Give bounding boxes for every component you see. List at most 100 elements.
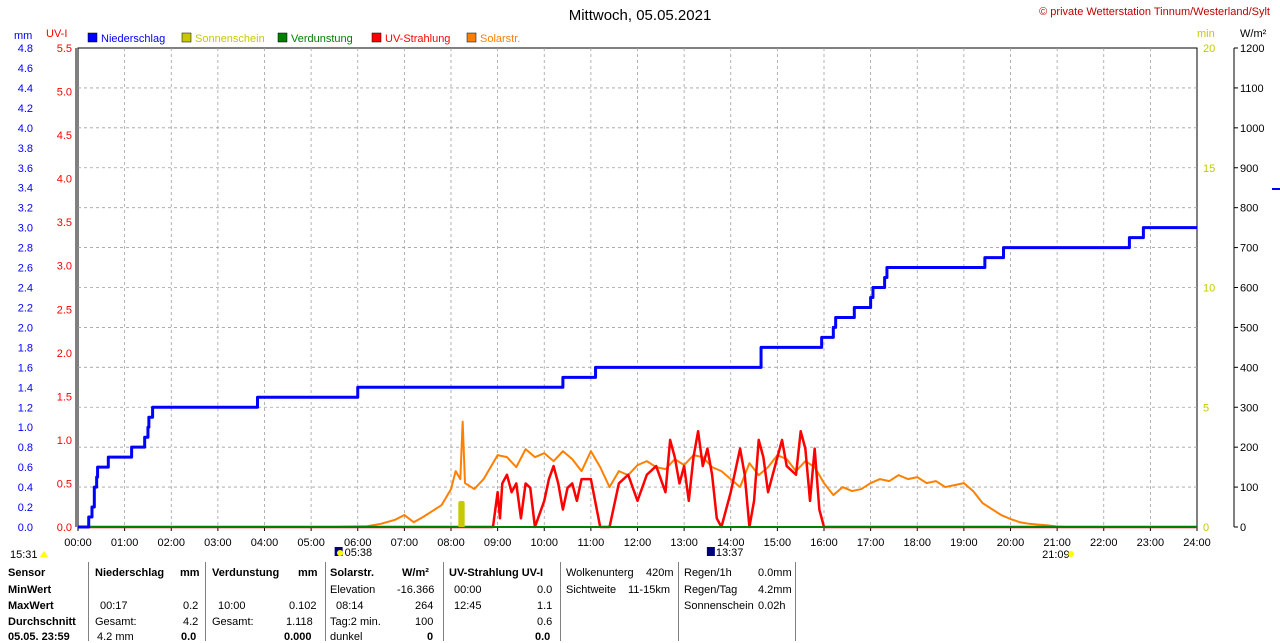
niederschlag-header: Niederschlag <box>95 567 165 579</box>
axis-unit-uv: UV-I <box>46 28 67 40</box>
statistics-panel: Sensor MinWert MaxWert Durchschnitt 05.0… <box>0 562 1280 643</box>
legend-label: UV-Strahlung <box>385 33 450 45</box>
mm-tick-label: 4.2 <box>18 103 33 115</box>
wm2-tick-label: 1100 <box>1240 83 1264 95</box>
solar-max-value: 264 <box>415 600 434 612</box>
uv-tick-label: 5.0 <box>57 87 72 99</box>
divider <box>678 562 679 641</box>
solar-max-time: 08:14 <box>336 600 364 612</box>
uv-tick-label: 1.0 <box>57 435 72 447</box>
divider <box>560 562 561 641</box>
copyright-text: © private Wetterstation Tinnum/Westerlan… <box>1039 6 1270 18</box>
visibility-value: 11-15km <box>628 584 670 596</box>
solar-day-label: Tag:2 min. <box>330 616 381 628</box>
rain-day-value: 4.2mm <box>758 584 792 596</box>
chart-grid <box>77 47 1198 528</box>
x-tick-label: 06:00 <box>344 537 372 549</box>
x-tick-label: 04:00 <box>251 537 279 549</box>
verdunstung-total-label: Gesamt: <box>212 616 254 628</box>
rain-day-label: Regen/Tag <box>684 584 738 596</box>
mm-tick-label: 1.2 <box>18 402 33 414</box>
sun-icon <box>337 550 343 556</box>
start-time-label: 15:31 <box>10 549 38 561</box>
mm-tick-label: 0.8 <box>18 442 33 454</box>
x-tick-label: 19:00 <box>950 537 978 549</box>
x-tick-label: 14:00 <box>717 537 745 549</box>
solar-unit: W/m² <box>402 567 429 579</box>
min-tick-label: 15 <box>1203 163 1215 175</box>
uv-tick-label: 4.0 <box>57 174 72 186</box>
sunshine-value: 0.02h <box>758 600 786 612</box>
series-uvstrahlung-line <box>78 429 1197 529</box>
uv-tick-label: 3.5 <box>57 217 72 229</box>
x-tick-label: 10:00 <box>530 537 558 549</box>
legend-swatch <box>466 32 477 43</box>
divider <box>88 562 89 641</box>
uv-tick-label: 1.5 <box>57 391 72 403</box>
min-tick-label: 5 <box>1203 402 1209 414</box>
row-label-max: MaxWert <box>8 600 54 612</box>
divider <box>205 562 206 641</box>
axis-unit-mm: mm <box>14 30 32 42</box>
row-label-sensor: Sensor <box>8 567 46 579</box>
row-label-min: MinWert <box>8 584 52 596</box>
uv-sum-value: 0.0 <box>535 631 551 643</box>
mm-tick-label: 3.6 <box>18 163 33 175</box>
x-tick-label: 24:00 <box>1183 537 1211 549</box>
mm-tick-label: 3.0 <box>18 223 33 235</box>
verdunstung-header: Verdunstung <box>212 567 280 579</box>
wm2-tick-label: 200 <box>1240 442 1258 454</box>
solar-header: Solarstr. <box>330 567 375 579</box>
wm2-tick-label: 1000 <box>1240 123 1264 135</box>
rain-hour-value: 0.0mm <box>758 567 792 579</box>
x-tick-label: 08:00 <box>437 537 465 549</box>
niederschlag-unit: mm <box>180 567 200 579</box>
mm-tick-label: 1.8 <box>18 342 33 354</box>
legend-swatch <box>277 32 288 43</box>
wm2-tick-label: 300 <box>1240 402 1258 414</box>
uv-tick-label: 2.5 <box>57 304 72 316</box>
x-tick-label: 07:00 <box>391 537 419 549</box>
mm-tick-label: 2.4 <box>18 283 33 295</box>
uv-tick-label: 5.5 <box>57 43 72 55</box>
mm-tick-label: 3.4 <box>18 183 33 195</box>
divider <box>443 562 444 641</box>
legend-swatch <box>181 32 192 43</box>
divider <box>325 562 326 641</box>
x-tick-label: 20:00 <box>997 537 1025 549</box>
cloud-base-label: Wolkenunterg <box>566 567 634 579</box>
solar-dark-label: dunkel <box>330 631 363 643</box>
x-tick-label: 22:00 <box>1090 537 1118 549</box>
series-sonnenschein-line <box>458 501 465 527</box>
mm-tick-label: 3.2 <box>18 203 33 215</box>
mm-tick-label: 0.0 <box>18 522 33 534</box>
x-tick-label: 00:00 <box>64 537 92 549</box>
x-tick-label: 12:00 <box>624 537 652 549</box>
mm-tick-label: 1.4 <box>18 382 33 394</box>
mm-tick-label: 1.0 <box>18 422 33 434</box>
legend-label: Verdunstung <box>291 33 353 45</box>
divider <box>795 562 796 641</box>
uv-header: UV-Strahlung UV-I <box>449 567 544 579</box>
sun-icon <box>40 551 48 557</box>
uv-avg-value: 0.6 <box>537 616 553 628</box>
mm-tick-label: 4.8 <box>18 43 33 55</box>
verdunstung-max-time: 10:00 <box>218 600 246 612</box>
x-tick-label: 15:00 <box>764 537 792 549</box>
min-tick-label: 10 <box>1203 283 1215 295</box>
verdunstung-sum-value: 0.000 <box>284 631 312 643</box>
solar-day-value: 100 <box>415 616 434 628</box>
series-solarstr-line <box>78 420 1197 528</box>
noon-icon <box>706 547 715 556</box>
mm-tick-label: 4.4 <box>18 83 33 95</box>
wm2-tick-label: 600 <box>1240 283 1258 295</box>
legend-swatch <box>87 32 98 43</box>
niederschlag-total-value: 4.2 <box>183 616 199 628</box>
wm2-tick-label: 900 <box>1240 163 1258 175</box>
weather-chart: Mittwoch, 05.05.2021 © private Wettersta… <box>10 6 1280 561</box>
x-tick-label: 02:00 <box>157 537 185 549</box>
cloud-base-value: 420m <box>646 567 674 579</box>
chart-legend: Niederschlag Sonnenschein Verdunstung UV-St… <box>87 32 520 45</box>
x-tick-label: 18:00 <box>903 537 931 549</box>
legend-swatch <box>371 32 382 43</box>
